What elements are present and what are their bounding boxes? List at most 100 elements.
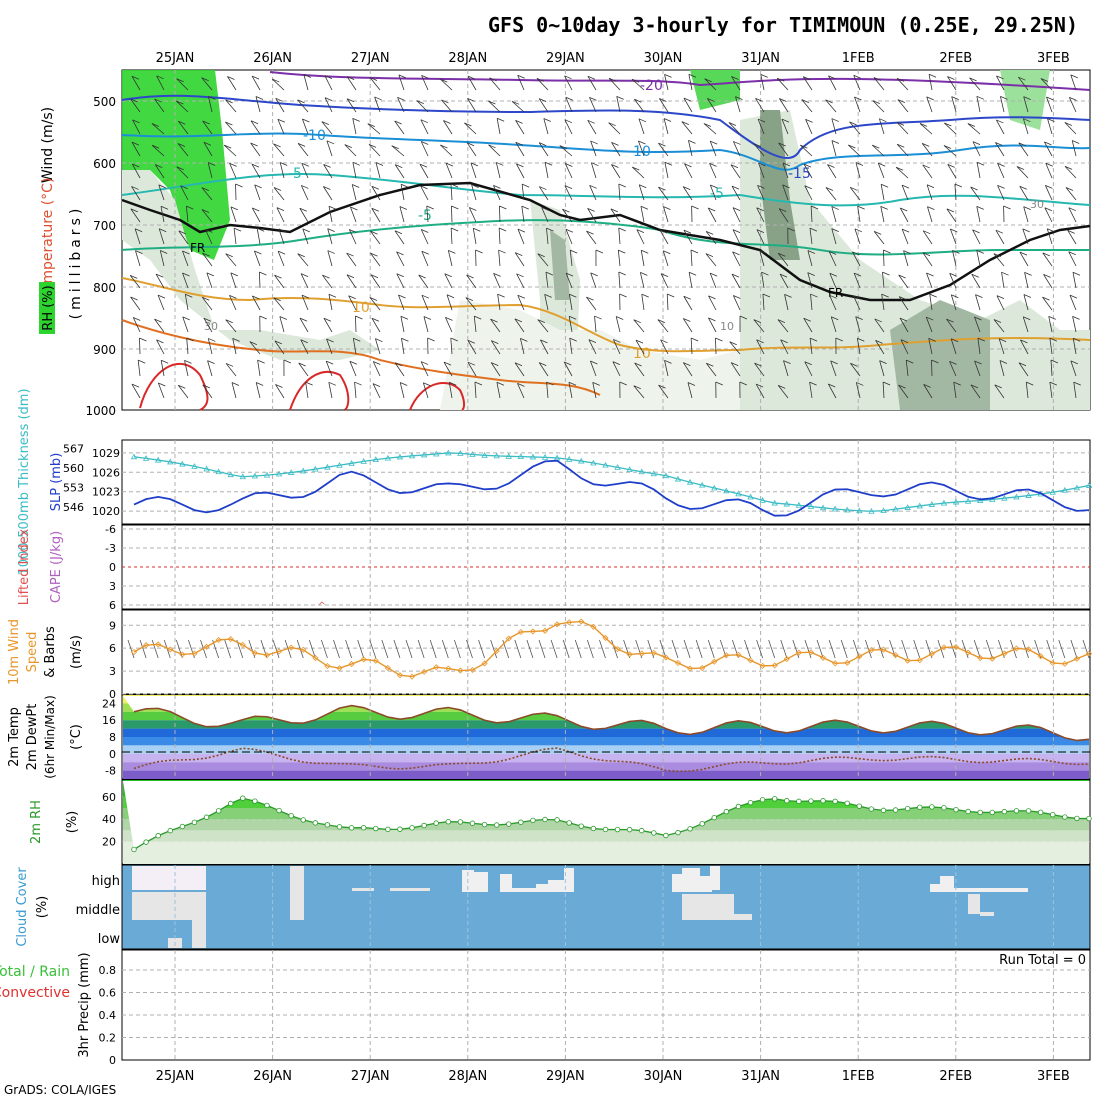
wind-barb-flag bbox=[232, 337, 240, 342]
wind-marker bbox=[143, 642, 150, 649]
wind-barb bbox=[301, 185, 309, 201]
contour-label: 10 bbox=[633, 346, 651, 362]
thickness-marker bbox=[916, 502, 923, 509]
cloud-block bbox=[672, 874, 682, 892]
wind-barb-flag bbox=[161, 359, 169, 364]
wind-barb bbox=[985, 639, 993, 659]
wind-barb bbox=[719, 639, 727, 659]
wind-barb bbox=[707, 98, 717, 113]
wind-barb bbox=[849, 121, 861, 135]
wind-tick-label: 3 bbox=[109, 665, 116, 678]
rh-marker bbox=[203, 814, 210, 820]
wind-barb-flag bbox=[283, 359, 292, 364]
wind-barb bbox=[1049, 382, 1053, 399]
wind-barb bbox=[1045, 163, 1053, 179]
wind-marker bbox=[662, 654, 669, 661]
wind-barb-flag bbox=[352, 161, 361, 166]
wind-barb bbox=[898, 296, 909, 311]
wind-barb bbox=[186, 338, 189, 355]
wind-barb bbox=[526, 639, 534, 659]
wind-barb-flag bbox=[449, 381, 457, 386]
thickness-marker bbox=[711, 484, 718, 491]
wind-barb-flag bbox=[855, 162, 864, 166]
precip-tick-label: 0 bbox=[109, 1054, 116, 1067]
wind-barb-flag bbox=[804, 361, 812, 366]
wind-barb-flag bbox=[898, 274, 906, 279]
wind-barb bbox=[371, 186, 381, 201]
wind-barb-flag bbox=[710, 140, 718, 145]
wind-marker bbox=[517, 628, 524, 636]
wind-barb bbox=[800, 144, 813, 157]
wind-barb-flag bbox=[546, 227, 554, 232]
wind-barb bbox=[923, 384, 933, 399]
wind-barb bbox=[544, 162, 549, 179]
thickness-marker bbox=[638, 468, 645, 475]
rh-marker bbox=[1062, 814, 1068, 820]
wind-barb-flag bbox=[996, 295, 1005, 300]
wind-barb-flag bbox=[993, 319, 1002, 323]
wind-barb-flag bbox=[139, 337, 147, 342]
wind-barb-flag bbox=[735, 96, 743, 101]
wind-barb-flag bbox=[131, 141, 140, 146]
wind-barb-flag bbox=[544, 293, 552, 298]
wind-barb-flag bbox=[901, 184, 910, 189]
wind-barb-flag bbox=[254, 184, 262, 189]
wind-barb bbox=[498, 228, 501, 245]
wind-barb-flag bbox=[545, 271, 554, 276]
wind-barb bbox=[666, 293, 669, 311]
wind-barb bbox=[201, 297, 213, 311]
rh-marker bbox=[1050, 811, 1056, 818]
wind-barb bbox=[441, 99, 453, 113]
wind-barb-flag bbox=[400, 382, 408, 386]
wind-barb-flag bbox=[398, 74, 407, 79]
wind-barb-flag bbox=[352, 117, 360, 122]
cloud-block bbox=[682, 894, 734, 920]
wind-barb-flag bbox=[225, 121, 233, 126]
thickness-marker bbox=[566, 456, 573, 462]
wind-barb-flag bbox=[778, 252, 786, 257]
rh-marker bbox=[651, 830, 657, 836]
wind-barb-flag bbox=[809, 381, 817, 386]
wind-barb bbox=[848, 144, 861, 157]
wind-barb bbox=[393, 639, 401, 659]
wind-barb bbox=[516, 273, 525, 289]
wind-barb bbox=[632, 166, 645, 179]
wind-barb bbox=[398, 74, 405, 91]
wind-barb-flag bbox=[182, 272, 190, 277]
wind-barb-flag bbox=[997, 184, 1005, 189]
cloud-block bbox=[390, 888, 430, 891]
wind-barb bbox=[899, 207, 909, 223]
wind-barb bbox=[470, 162, 477, 179]
wind-barb-flag bbox=[158, 382, 166, 387]
wind-barb bbox=[345, 639, 352, 659]
wind-barb-flag bbox=[972, 229, 980, 234]
thickness-marker bbox=[324, 463, 331, 470]
wind-barb-flag bbox=[850, 362, 858, 367]
thickness-marker bbox=[312, 465, 319, 472]
wind-barb-flag bbox=[732, 207, 741, 211]
wind-barb-flag bbox=[138, 359, 146, 364]
wind-barb bbox=[777, 253, 789, 267]
wind-barb-flag bbox=[1072, 140, 1080, 144]
wind-barb bbox=[998, 338, 1005, 355]
wind-barb-flag bbox=[470, 162, 479, 167]
thickness-marker bbox=[517, 453, 525, 460]
wind-barb bbox=[856, 338, 861, 355]
wind-barb bbox=[346, 76, 357, 91]
wind-marker bbox=[1073, 655, 1080, 662]
wind-barb-flag bbox=[441, 99, 449, 104]
wind-barb bbox=[496, 118, 501, 135]
wind-barb-flag bbox=[201, 187, 210, 191]
wind-barb bbox=[1072, 316, 1077, 333]
wind-barb-flag bbox=[275, 384, 283, 388]
wind-barb-flag bbox=[687, 382, 696, 386]
wind-barb-flag bbox=[731, 185, 740, 190]
pressure-tick-label: 800 bbox=[93, 281, 116, 295]
wind-barb bbox=[151, 123, 165, 135]
wind-barb bbox=[972, 229, 981, 245]
cloud-block bbox=[682, 868, 700, 892]
wind-barb-flag bbox=[353, 337, 361, 342]
temp-contour-minus10 bbox=[121, 132, 1091, 171]
